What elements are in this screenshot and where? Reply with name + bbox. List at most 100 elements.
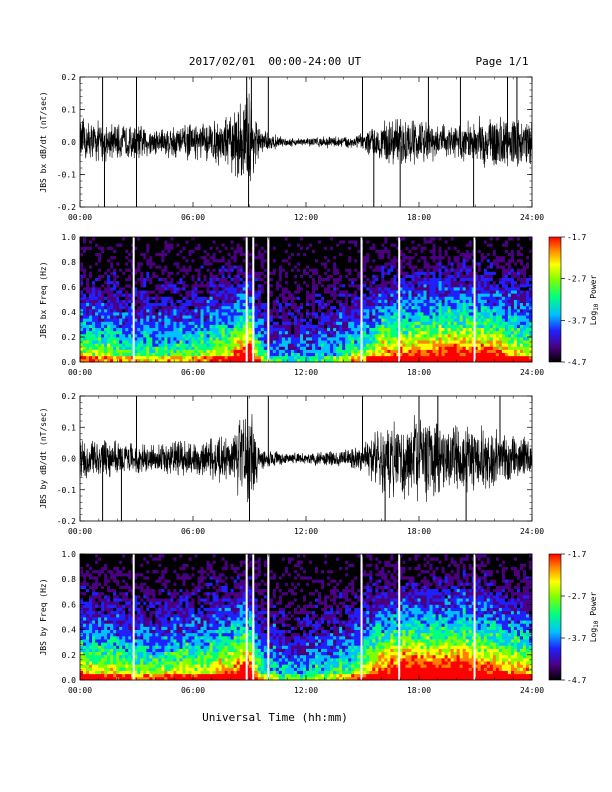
spectrogram-cell [213,271,216,275]
spectrogram-cell [161,240,164,244]
spectrogram-cell [427,356,430,360]
spectrogram-cell [369,328,372,332]
spectrogram-cell [86,343,89,347]
spectrogram-cell [146,337,149,341]
spectrogram-cell [309,281,312,285]
spectrogram-cell [288,312,291,316]
spectrogram-cell [273,250,276,254]
spectrogram-cell [345,265,348,269]
spectrogram-cell [128,253,131,257]
spectrogram-cell [173,275,176,279]
spectrogram-cell [231,353,234,357]
spectrogram-cell [393,325,396,329]
spectrogram-cell [210,243,213,247]
spectrogram-cell [116,318,119,322]
spectrogram-cell [387,312,390,316]
spectrogram-cell [442,281,445,285]
spectrogram-cell [255,350,258,354]
spectrogram-cell [185,275,188,279]
spectrogram-cell [318,259,321,263]
spectrogram-cell [158,312,161,316]
spectrogram-cell [405,253,408,257]
spectrogram-cell [375,328,378,332]
spectrogram-cell [125,259,128,263]
spectrogram-cell [207,243,210,247]
spectrogram-cell [255,306,258,310]
spectrogram-cell [363,259,366,263]
spectrogram-cell [125,287,128,291]
spectrogram-cell [113,312,116,316]
spectrogram-cell [414,331,417,335]
spectrogram-cell [207,337,210,341]
spectrogram-cell [336,303,339,307]
spectrogram-cell [86,293,89,297]
spectrogram-cell [261,281,264,285]
spectrogram-cell [152,253,155,257]
spectrogram-cell [342,271,345,275]
spectrogram-cell [231,309,234,313]
spectrogram-cell [315,309,318,313]
spectrogram-cell [225,250,228,254]
spectrogram-cell [158,346,161,350]
spectrogram-cell [234,271,237,275]
spectrogram-cell [164,246,167,250]
spectrogram-cell [303,287,306,291]
spectrogram-cell [327,296,330,300]
spectrogram-cell [264,271,267,275]
spectrogram-cell [363,312,366,316]
spectrogram-cell [273,293,276,297]
spectrogram-cell [225,293,228,297]
spectrogram-cell [297,340,300,344]
spectrogram-cell [375,278,378,282]
spectrogram-cell [297,268,300,272]
spectrogram-cell [297,271,300,275]
spectrogram-cell [143,350,146,354]
spectrogram-cell [158,337,161,341]
spectrogram-cell [225,315,228,319]
spectrogram-cell [222,353,225,357]
spectrogram-cell [408,287,411,291]
spectrogram-cell [309,253,312,257]
spectrogram-cell [445,309,448,313]
spectrogram-cell [201,265,204,269]
spectrogram-cell [95,237,98,241]
spectrogram-cell [176,343,179,347]
spectrogram-cell [210,296,213,300]
spectrogram-cell [369,340,372,344]
spectrogram-cell [176,253,179,257]
spectrogram-cell [231,281,234,285]
spectrogram-cell [345,250,348,254]
spectrogram-cell [219,306,222,310]
spectrogram-cell [333,312,336,316]
spectrogram-cell [213,315,216,319]
spectrogram-cell [445,318,448,322]
spectrogram-cell [439,350,442,354]
spectrogram-cell [348,343,351,347]
spectrogram-cell [408,350,411,354]
spectrogram-cell [228,275,231,279]
spectrogram-cell [176,318,179,322]
spectrogram-cell [231,290,234,294]
spectrogram-cell [158,259,161,263]
spectrogram-cell [414,250,417,254]
spectrogram-cell [303,271,306,275]
spectrogram-cell [128,315,131,319]
spectrogram-cell [155,331,158,335]
spectrogram-cell [309,300,312,304]
spectrogram-cell [357,237,360,241]
spectrogram-cell [243,315,246,319]
spectrogram-cell [339,243,342,247]
spectrogram-cell [330,350,333,354]
spectrogram-cell [294,281,297,285]
spectrogram-cell [378,293,381,297]
spectrogram-cell [119,337,122,341]
spectrogram-cell [408,312,411,316]
spectrogram-cell [354,293,357,297]
spectrogram-cell [315,346,318,350]
spectrogram-cell [433,321,436,325]
spectrogram-cell [436,278,439,282]
spectrogram-cell [176,328,179,332]
spectrogram-cell [285,293,288,297]
spectrogram-cell [336,281,339,285]
spectrogram-cell [128,356,131,360]
